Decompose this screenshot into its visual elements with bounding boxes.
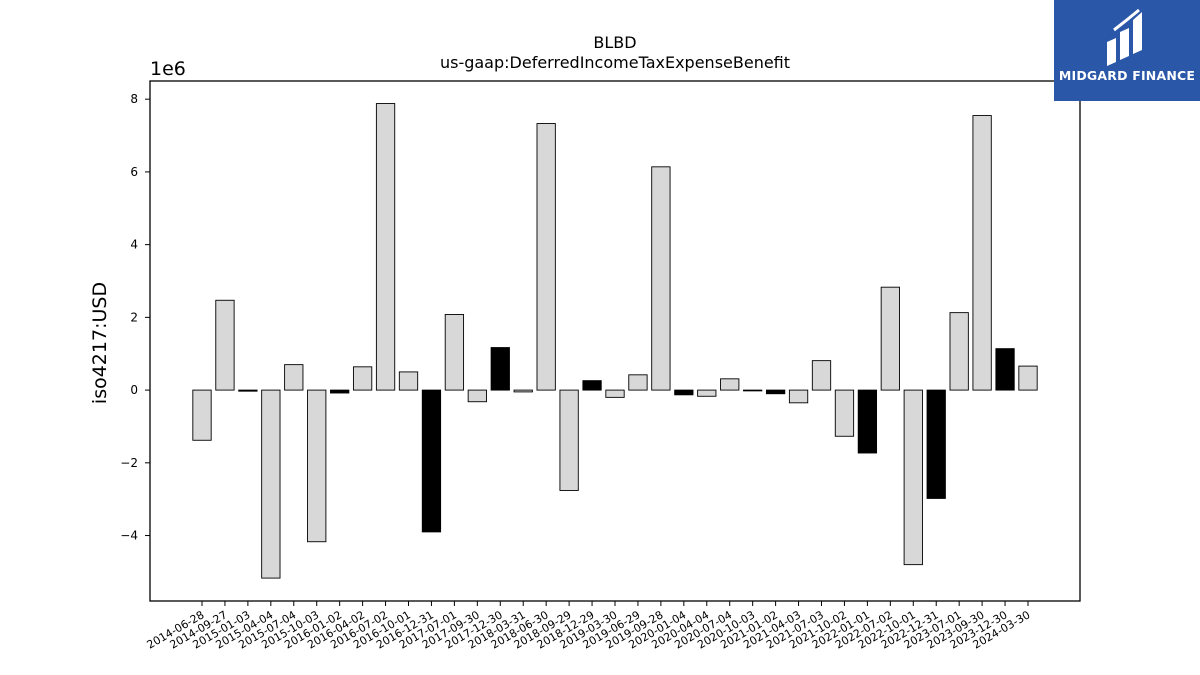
logo-mark-icon xyxy=(1103,8,1151,68)
bar-2020-04-04 xyxy=(698,390,716,396)
bar-2016-12-31 xyxy=(422,390,440,532)
bar-2020-07-04 xyxy=(721,379,739,390)
y-axis: −4 −2 0 2 4 6 8 xyxy=(120,92,150,542)
y-tick-label: 6 xyxy=(130,165,138,179)
bar-2016-07-02 xyxy=(376,104,394,391)
y-scale-note: 1e6 xyxy=(150,58,186,80)
bar-2016-04-02 xyxy=(353,367,371,390)
bar-2021-07-03 xyxy=(812,361,830,390)
bar-2018-09-29 xyxy=(560,390,578,490)
bar-2018-06-30 xyxy=(537,124,555,391)
brand-logo: MIDGARD FINANCE xyxy=(1054,0,1200,101)
bar-2018-12-29 xyxy=(583,381,601,390)
bar-2015-01-03 xyxy=(239,390,257,391)
bar-2021-10-02 xyxy=(835,390,853,436)
y-tick-label: 8 xyxy=(130,92,138,106)
logo-text: MIDGARD FINANCE xyxy=(1054,68,1200,83)
bar-2022-01-01 xyxy=(858,390,876,453)
bar-2021-01-02 xyxy=(766,390,784,394)
y-tick-label: 0 xyxy=(130,383,138,397)
chart-subtitle: us-gaap:DeferredIncomeTaxExpenseBenefit xyxy=(440,53,790,72)
plot-frame xyxy=(150,81,1080,601)
bar-2014-09-27 xyxy=(216,300,234,390)
bar-2023-12-30 xyxy=(996,349,1014,390)
bar-2021-04-03 xyxy=(789,390,807,403)
bar-2019-09-28 xyxy=(652,167,670,390)
y-tick-label: 4 xyxy=(130,238,138,252)
bars-group xyxy=(193,104,1037,579)
y-axis-label: iso4217:USD xyxy=(89,282,111,404)
bar-2022-10-01 xyxy=(904,390,922,565)
y-tick-label: −2 xyxy=(120,456,138,470)
bar-2020-01-04 xyxy=(675,390,693,395)
bar-2023-09-30 xyxy=(973,116,991,391)
bar-2023-07-01 xyxy=(950,313,968,390)
bar-2015-04-04 xyxy=(262,390,280,578)
chart-title: BLBD xyxy=(593,33,636,52)
y-tick-label: −4 xyxy=(120,529,138,543)
bar-2017-07-01 xyxy=(445,314,463,390)
bar-2017-09-30 xyxy=(468,390,486,402)
x-axis: 2014-06-282014-09-272015-01-032015-04-04… xyxy=(145,601,1033,652)
bar-2016-01-02 xyxy=(330,390,348,393)
chart: BLBD us-gaap:DeferredIncomeTaxExpenseBen… xyxy=(0,0,1200,675)
bar-2014-06-28 xyxy=(193,390,211,440)
bar-2020-10-03 xyxy=(743,390,761,391)
bar-2019-06-29 xyxy=(629,375,647,390)
bar-2019-03-30 xyxy=(606,390,624,397)
bar-2017-12-30 xyxy=(491,348,509,391)
bar-2015-10-03 xyxy=(308,390,326,542)
bar-2022-12-31 xyxy=(927,390,945,498)
bar-2018-03-31 xyxy=(514,390,532,392)
bar-2015-07-04 xyxy=(285,365,303,390)
bar-2024-03-30 xyxy=(1019,366,1037,390)
bar-2022-07-02 xyxy=(881,287,899,390)
y-tick-label: 2 xyxy=(130,310,138,324)
bar-2016-10-01 xyxy=(399,372,417,390)
